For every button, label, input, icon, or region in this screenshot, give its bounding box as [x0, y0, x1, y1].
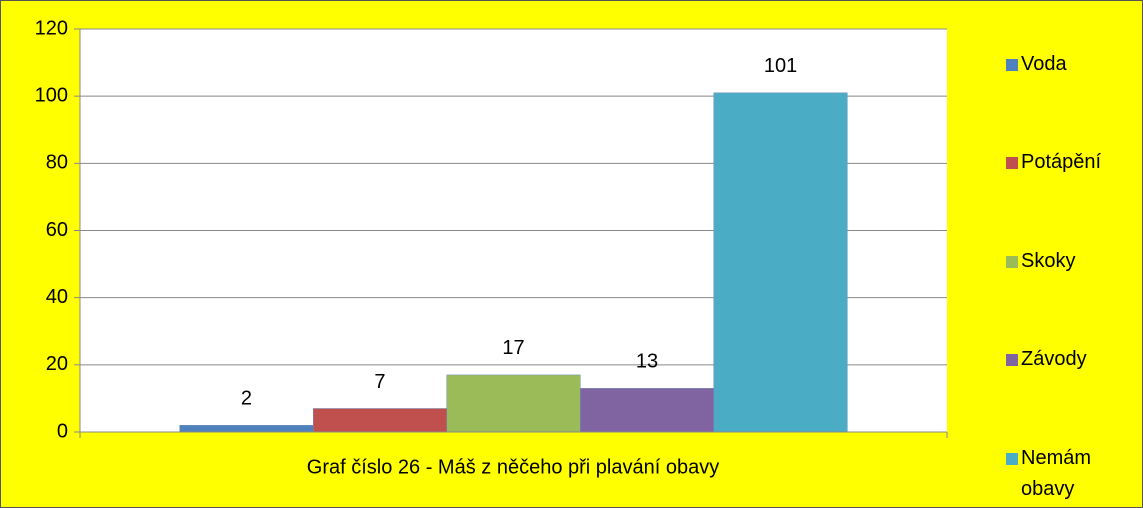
bar — [446, 374, 581, 433]
chart-title: Graf číslo 26 - Máš z něčeho při plavání… — [307, 456, 719, 478]
bar — [713, 92, 848, 433]
data-label: 2 — [241, 388, 252, 410]
bar — [580, 388, 715, 433]
y-tick-label: 40 — [46, 286, 68, 308]
bar — [312, 408, 447, 433]
legend-item: Potápění — [1006, 147, 1131, 178]
legend-label: Závody — [1021, 348, 1087, 370]
y-tick-label: 120 — [35, 17, 68, 39]
legend-swatch — [1006, 157, 1018, 169]
legend-label: Nemám obavy — [1021, 447, 1092, 500]
legend-label: Skoky — [1021, 250, 1076, 272]
legend-item: Voda — [1006, 49, 1131, 80]
y-tick-label: 100 — [35, 84, 68, 106]
legend-label: Voda — [1021, 53, 1067, 75]
y-tick-label: 80 — [46, 152, 68, 174]
data-label: 17 — [502, 337, 524, 359]
legend-item: Závody — [1006, 344, 1131, 375]
legend-swatch — [1006, 59, 1018, 71]
y-tick-label: 20 — [46, 353, 68, 375]
legend-swatch — [1006, 453, 1018, 465]
y-tick-label: 60 — [46, 219, 68, 241]
y-tick-label: 0 — [57, 420, 68, 442]
bar — [179, 425, 314, 433]
legend-item: Nemám obavy — [1006, 443, 1091, 505]
legend-item: Skoky — [1006, 246, 1131, 277]
data-label: 101 — [764, 55, 797, 77]
data-label: 7 — [374, 371, 385, 393]
legend-swatch — [1006, 354, 1018, 366]
data-label: 13 — [636, 351, 658, 373]
legend-label: Potápění — [1021, 151, 1102, 173]
legend-swatch — [1006, 256, 1018, 268]
